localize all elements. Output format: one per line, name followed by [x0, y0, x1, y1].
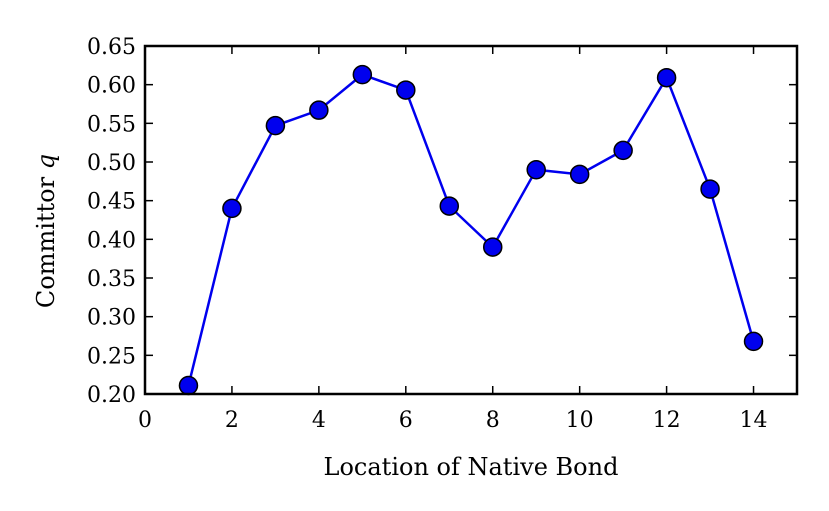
- x-tick-label: 4: [312, 408, 326, 433]
- data-point: [178, 375, 199, 396]
- x-tick-label: 14: [740, 408, 768, 433]
- data-point: [700, 179, 720, 199]
- y-axis-ticks: 0.20 0.25 0.30 0.35 0.40 0.45 0.50 0.55 0.60 0.65: [87, 35, 797, 408]
- data-point: [396, 80, 416, 100]
- y-tick-label: 0.25: [87, 344, 136, 369]
- data-point: [569, 164, 590, 185]
- data-point: [526, 159, 546, 180]
- x-axis-label: Location of Native Bond: [324, 453, 619, 481]
- y-tick-label: 0.65: [87, 35, 136, 60]
- y-axis-label-variable: q: [32, 154, 60, 169]
- y-tick-label: 0.30: [87, 306, 136, 331]
- data-point: [309, 100, 329, 120]
- x-tick-label: 0: [138, 408, 152, 433]
- y-tick-label: 0.55: [87, 112, 136, 137]
- data-point: [482, 237, 503, 257]
- x-axis-ticks: 0 2 4 6 8 10 12 14: [138, 46, 768, 433]
- plot-frame: [143, 44, 799, 396]
- x-tick-label: 6: [399, 408, 413, 433]
- data-point: [439, 196, 460, 216]
- y-tick-label: 0.50: [87, 151, 136, 176]
- data-point: [222, 198, 242, 219]
- x-tick-label: 12: [653, 408, 681, 433]
- y-tick-label: 0.35: [87, 267, 136, 292]
- y-axis-label: Committor q: [32, 154, 60, 308]
- y-tick-label: 0.45: [87, 190, 136, 215]
- y-tick-label: 0.20: [87, 383, 136, 408]
- data-point: [656, 67, 677, 88]
- data-point: [352, 64, 373, 85]
- x-tick-label: 8: [486, 408, 500, 433]
- data-point: [743, 331, 764, 352]
- data-point: [265, 115, 286, 136]
- series-layer: [178, 64, 764, 396]
- y-axis-label-text: Committor: [32, 176, 60, 308]
- data-point: [613, 140, 633, 161]
- y-tick-label: 0.60: [87, 74, 136, 99]
- x-tick-label: 10: [566, 408, 594, 433]
- y-tick-label: 0.40: [87, 228, 136, 253]
- x-tick-label: 2: [225, 408, 239, 433]
